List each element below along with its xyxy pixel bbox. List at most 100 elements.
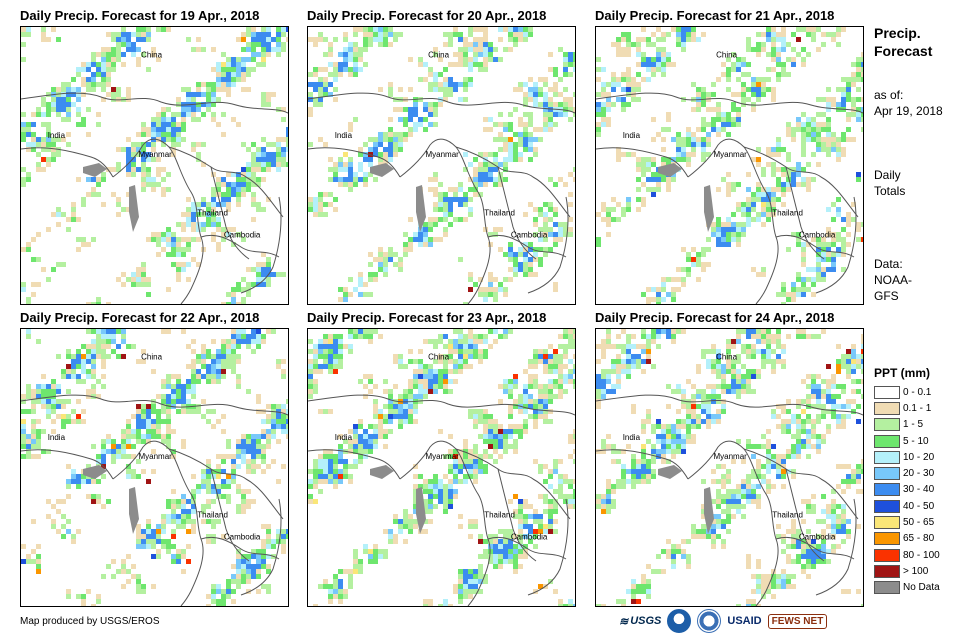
precip-cell xyxy=(126,469,131,474)
precip-cell xyxy=(741,344,746,349)
precip-cell xyxy=(51,107,56,112)
precip-cell xyxy=(606,82,611,87)
precip-cell xyxy=(701,262,706,267)
precip-cell xyxy=(161,132,166,137)
precip-cell xyxy=(816,132,821,137)
precip-cell xyxy=(378,262,383,267)
precip-cell xyxy=(328,464,333,469)
precip-cell xyxy=(836,252,841,257)
precip-cell xyxy=(716,359,721,364)
precip-cell xyxy=(201,359,206,364)
precip-cell xyxy=(553,364,558,369)
precip-cell xyxy=(281,424,286,429)
precip-cell xyxy=(646,177,651,182)
precip-cell xyxy=(741,364,746,369)
precip-cell xyxy=(51,504,56,509)
precip-cell xyxy=(251,569,256,574)
precip-cell xyxy=(681,394,686,399)
border-line xyxy=(240,498,282,596)
precip-cell xyxy=(518,549,523,554)
precip-cell xyxy=(651,192,656,197)
precip-cell xyxy=(706,247,711,252)
precip-cell xyxy=(488,152,493,157)
precip-cell xyxy=(141,424,146,429)
precip-map[interactable]: China India Myanmar Thailand Cambodia xyxy=(307,328,576,607)
precip-map[interactable]: China India Myanmar Thailand Cambodia xyxy=(20,26,289,305)
precip-cell xyxy=(616,484,621,489)
precip-cell xyxy=(323,449,328,454)
precip-cell xyxy=(121,559,126,564)
precip-cell xyxy=(156,157,161,162)
precip-cell xyxy=(711,359,716,364)
precip-cell xyxy=(666,187,671,192)
precip-cell xyxy=(61,87,66,92)
precip-cell xyxy=(266,37,271,42)
precip-cell xyxy=(761,364,766,369)
precip-cell xyxy=(398,364,403,369)
precip-cell xyxy=(266,97,271,102)
precip-cell xyxy=(553,354,558,359)
precip-cell xyxy=(513,157,518,162)
precip-cell xyxy=(201,519,206,524)
precip-cell xyxy=(246,72,251,77)
precip-cell xyxy=(721,494,726,499)
precip-cell xyxy=(21,32,26,37)
precip-map[interactable]: China India Myanmar Thailand Cambodia xyxy=(307,26,576,305)
precip-cell xyxy=(433,192,438,197)
precip-cell xyxy=(651,117,656,122)
precip-cell xyxy=(528,77,533,82)
precip-cell xyxy=(146,424,151,429)
precip-cell xyxy=(66,519,71,524)
precip-cell xyxy=(851,379,856,384)
precip-cell xyxy=(241,574,246,579)
precip-cell xyxy=(201,222,206,227)
precip-cell xyxy=(538,257,543,262)
precip-cell xyxy=(468,47,473,52)
precip-cell xyxy=(716,464,721,469)
precip-cell xyxy=(626,52,631,57)
precip-cell xyxy=(626,152,631,157)
precip-cell xyxy=(791,287,796,292)
precip-map[interactable]: China India Myanmar Thailand Cambodia xyxy=(20,328,289,607)
precip-cell xyxy=(666,127,671,132)
precip-cell xyxy=(348,47,353,52)
precip-cell xyxy=(206,349,211,354)
precip-cell xyxy=(568,454,573,459)
precip-cell xyxy=(468,344,473,349)
precip-cell xyxy=(851,409,856,414)
precip-cell xyxy=(126,87,131,92)
precip-cell xyxy=(443,369,448,374)
precip-cell xyxy=(363,62,368,67)
precip-cell xyxy=(826,137,831,142)
precip-cell xyxy=(398,87,403,92)
precip-cell xyxy=(136,524,141,529)
precip-cell xyxy=(756,369,761,374)
precip-cell xyxy=(676,142,681,147)
precip-cell xyxy=(831,394,836,399)
precip-cell xyxy=(836,414,841,419)
precip-cell xyxy=(216,494,221,499)
border-line xyxy=(785,166,825,260)
precip-cell xyxy=(741,374,746,379)
precip-cell xyxy=(483,419,488,424)
precip-cell xyxy=(861,369,863,374)
precip-cell xyxy=(156,232,161,237)
precip-cell xyxy=(681,267,686,272)
precip-cell xyxy=(611,389,616,394)
precip-cell xyxy=(493,157,498,162)
precip-cell xyxy=(716,222,721,227)
precip-cell xyxy=(831,37,836,42)
precip-cell xyxy=(548,519,553,524)
precip-cell xyxy=(61,399,66,404)
precip-cell xyxy=(328,72,333,77)
precip-cell xyxy=(781,344,786,349)
precip-map[interactable]: China India Myanmar Thailand Cambodia xyxy=(595,26,864,305)
precip-cell xyxy=(721,127,726,132)
precip-cell xyxy=(373,439,378,444)
precip-cell xyxy=(731,237,736,242)
precip-cell xyxy=(363,444,368,449)
precip-map[interactable]: China India Myanmar Thailand Cambodia xyxy=(595,328,864,607)
precip-cell xyxy=(318,354,323,359)
precip-cell xyxy=(493,137,498,142)
precip-cell xyxy=(483,52,488,57)
